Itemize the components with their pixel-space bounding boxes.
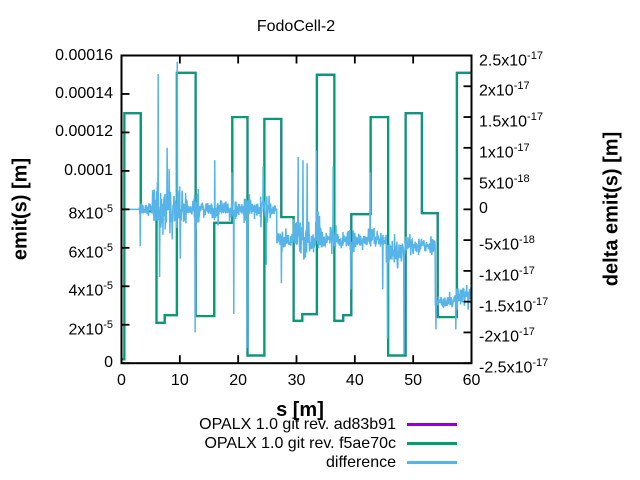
- y-left-tick-label: 0: [104, 354, 113, 372]
- series-difference-line: [121, 61, 472, 354]
- plot-border: [120, 54, 473, 365]
- y-right-tick-label: 2.5x10-17: [479, 49, 543, 69]
- chart-title: FodoCell-2: [256, 18, 336, 35]
- legend-label: OPALX 1.0 git rev. f5ae70c: [204, 434, 396, 452]
- y-right-tick-label: 1.5x10-17: [479, 111, 543, 131]
- y-left-tick-label: 4x10-5: [68, 280, 113, 300]
- y-right-tick-label: 0: [479, 200, 488, 218]
- y-left-tick-label: 0.00012: [55, 123, 113, 141]
- series-curves: [121, 61, 472, 361]
- legend-line-sample: [407, 423, 457, 426]
- x-tick-label: 0: [117, 372, 126, 389]
- y-right-tick-label: -5x10-18: [479, 234, 535, 254]
- y-right-tick-label: 5x10-18: [479, 172, 530, 192]
- tick-marks: [120, 54, 473, 365]
- x-tick-label: 30: [287, 372, 306, 389]
- y-left-tick-label: 0.00014: [55, 84, 113, 102]
- legend-line-sample: [407, 461, 457, 464]
- y-right-tick-label: -2x10-17: [479, 326, 535, 346]
- x-tick-label: 50: [404, 372, 423, 389]
- legend-row: difference: [0, 453, 457, 472]
- x-tick-label: 10: [170, 372, 189, 389]
- y-left-tick-label: 8x10-5: [68, 203, 113, 223]
- legend: OPALX 1.0 git rev. ad83b91 OPALX 1.0 git …: [0, 415, 457, 472]
- y-left-tick-label: 0.0001: [64, 161, 113, 179]
- x-axis-label: s [m]: [276, 399, 324, 421]
- y-left-tick-label: 2x10-5: [68, 318, 113, 339]
- y-right-tick-label: -1x10-17: [479, 264, 535, 285]
- x-tick-label: 60: [462, 372, 481, 389]
- legend-line-sample: [407, 442, 457, 445]
- y-right-tick-label: 1x10-17: [479, 141, 530, 162]
- y-left-tick-label: 0.00016: [55, 46, 113, 64]
- series-f5ae70c-line: [121, 71, 472, 361]
- x-tick-label: 40: [345, 372, 364, 389]
- legend-label: OPALX 1.0 git rev. ad83b91: [199, 415, 396, 433]
- y-right-tick-label: 2x10-17: [479, 80, 530, 100]
- y-right-tick-label: -1.5x10-17: [479, 295, 549, 315]
- legend-row: OPALX 1.0 git rev. f5ae70c: [0, 434, 457, 453]
- y-right-tick-label: -2.5x10-17: [479, 357, 549, 377]
- legend-row: OPALX 1.0 git rev. ad83b91: [0, 415, 457, 434]
- legend-label: difference: [326, 453, 396, 471]
- y-left-tick-label: 6x10-5: [68, 241, 113, 262]
- x-tick-label: 20: [229, 372, 248, 389]
